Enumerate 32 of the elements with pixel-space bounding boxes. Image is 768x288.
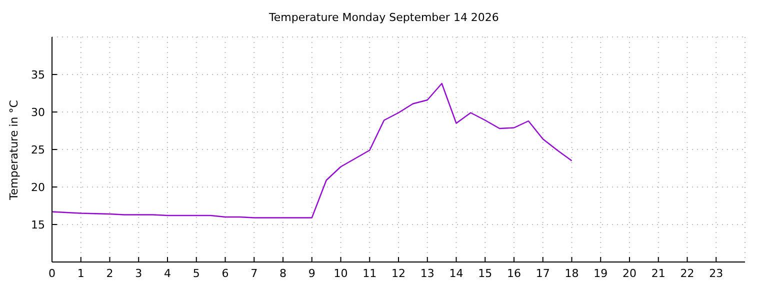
line-series bbox=[52, 82, 572, 218]
y-tick-label: 25 bbox=[31, 143, 45, 156]
x-tick-label: 9 bbox=[308, 266, 316, 280]
x-tick-label: 20 bbox=[622, 266, 636, 280]
x-tick-label: 8 bbox=[280, 266, 286, 280]
x-tick-label: 18 bbox=[564, 266, 579, 280]
y-tick-label: 35 bbox=[31, 68, 45, 82]
x-tick-label: 21 bbox=[651, 266, 666, 280]
x-tick-label: 4 bbox=[164, 266, 171, 280]
x-tick-label: 0 bbox=[48, 266, 56, 280]
x-tick-label: 13 bbox=[420, 266, 434, 280]
x-tick-label: 17 bbox=[536, 266, 550, 280]
y-tick-label: 20 bbox=[31, 180, 45, 194]
x-tick-label: 1 bbox=[77, 266, 84, 280]
y-tick-label: 30 bbox=[31, 106, 45, 119]
x-tick-label: 15 bbox=[478, 266, 492, 280]
y-axis-title: Temperature in °C bbox=[8, 100, 20, 200]
x-tick-label: 23 bbox=[709, 266, 724, 280]
x-tick-label: 19 bbox=[594, 266, 608, 280]
x-tick-label: 5 bbox=[192, 266, 200, 280]
x-tick-label: 14 bbox=[449, 266, 464, 280]
y-tick-label: 15 bbox=[31, 218, 45, 232]
x-tick-label: 12 bbox=[392, 266, 406, 280]
x-tick-label: 16 bbox=[507, 266, 521, 280]
x-tick-label: 10 bbox=[334, 266, 348, 280]
x-tick-label: 11 bbox=[362, 266, 377, 280]
x-tick-label: 2 bbox=[106, 266, 114, 280]
x-tick-label: 3 bbox=[135, 266, 142, 280]
x-tick-label: 22 bbox=[680, 266, 694, 280]
x-tick-label: 6 bbox=[222, 266, 229, 280]
chart-title: Temperature Monday September 14 2026 bbox=[268, 11, 500, 24]
x-tick-label: 7 bbox=[250, 266, 258, 280]
